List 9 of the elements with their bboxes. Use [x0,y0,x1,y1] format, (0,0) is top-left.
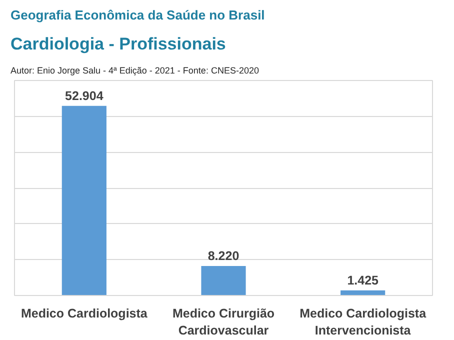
x-tick-label: Medico Cardiologista [20,306,148,320]
x-tick-label: Medico Cardiologista Intervencionista [300,306,428,338]
text: Autor: Enio Jorge Salu - 4ª Edição - 2021 - Fonte: CNES-2020 [10,66,259,76]
data-label: 8.220 [208,249,240,264]
chart-title: Geografia Econômica da Saúde no Brasil [10,8,265,22]
chart-subtitle: Cardiologia - Profissionais [10,34,226,54]
data-label: 1.425 [347,273,379,288]
x-tick-label: Medico Cirurgião Cardiovascular [172,306,275,338]
data-label: 52.904 [65,88,104,103]
